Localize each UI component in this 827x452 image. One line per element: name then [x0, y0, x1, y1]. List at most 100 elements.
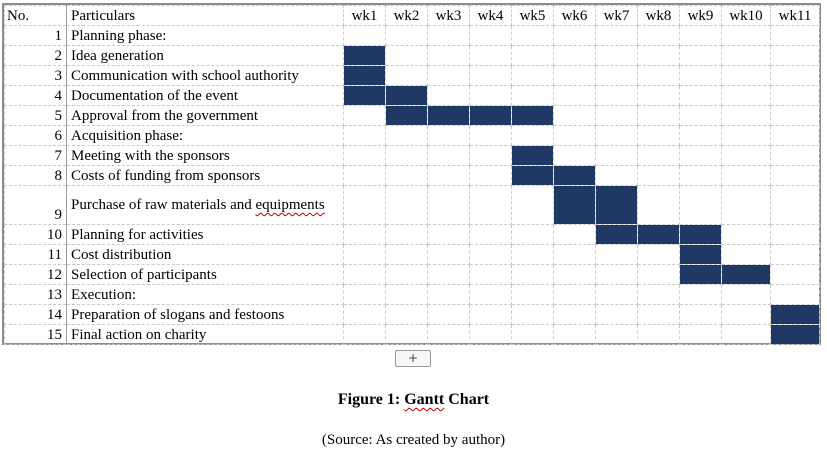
week-cell[interactable] [385, 324, 428, 345]
row-number[interactable]: 15 [4, 324, 67, 345]
week-cell[interactable] [679, 25, 722, 46]
gantt-bar-cell[interactable] [595, 224, 638, 245]
week-cell[interactable] [469, 224, 512, 245]
header-week[interactable]: wk11 [770, 5, 820, 26]
week-cell[interactable] [770, 224, 820, 245]
week-cell[interactable] [770, 264, 820, 285]
week-cell[interactable] [679, 105, 722, 126]
week-cell[interactable] [637, 85, 680, 106]
week-cell[interactable] [343, 284, 386, 305]
task-name[interactable]: Execution: [66, 284, 344, 305]
week-cell[interactable] [427, 185, 470, 225]
week-cell[interactable] [679, 324, 722, 345]
week-cell[interactable] [511, 284, 554, 305]
week-cell[interactable] [637, 244, 680, 265]
week-cell[interactable] [770, 244, 820, 265]
gantt-bar-cell[interactable] [469, 105, 512, 126]
week-cell[interactable] [385, 25, 428, 46]
gantt-bar-cell[interactable] [385, 85, 428, 106]
week-cell[interactable] [427, 304, 470, 325]
header-particulars[interactable]: Particulars [66, 5, 344, 26]
week-cell[interactable] [770, 105, 820, 126]
week-cell[interactable] [469, 145, 512, 166]
week-cell[interactable] [770, 125, 820, 146]
week-cell[interactable] [721, 125, 771, 146]
row-number[interactable]: 11 [4, 244, 67, 265]
week-cell[interactable] [679, 185, 722, 225]
week-cell[interactable] [637, 125, 680, 146]
week-cell[interactable] [469, 324, 512, 345]
week-cell[interactable] [595, 25, 638, 46]
week-cell[interactable] [770, 45, 820, 66]
gantt-bar-cell[interactable] [427, 105, 470, 126]
week-cell[interactable] [595, 85, 638, 106]
gantt-bar-cell[interactable] [511, 145, 554, 166]
week-cell[interactable] [595, 284, 638, 305]
week-cell[interactable] [637, 65, 680, 86]
week-cell[interactable] [469, 165, 512, 186]
week-cell[interactable] [511, 264, 554, 285]
week-cell[interactable] [343, 185, 386, 225]
week-cell[interactable] [427, 165, 470, 186]
week-cell[interactable] [595, 45, 638, 66]
gantt-bar-cell[interactable] [679, 224, 722, 245]
week-cell[interactable] [637, 25, 680, 46]
week-cell[interactable] [679, 284, 722, 305]
week-cell[interactable] [595, 244, 638, 265]
header-week[interactable]: wk3 [427, 5, 470, 26]
week-cell[interactable] [427, 85, 470, 106]
week-cell[interactable] [721, 185, 771, 225]
header-week[interactable]: wk4 [469, 5, 512, 26]
add-sheet-button[interactable]: + [395, 350, 431, 367]
task-name[interactable]: Approval from the government [66, 105, 344, 126]
week-cell[interactable] [469, 244, 512, 265]
task-name[interactable]: Purchase of raw materials and equipments [66, 185, 344, 225]
week-cell[interactable] [595, 304, 638, 325]
week-cell[interactable] [427, 264, 470, 285]
task-name[interactable]: Cost distribution [66, 244, 344, 265]
week-cell[interactable] [553, 65, 596, 86]
week-cell[interactable] [427, 25, 470, 46]
gantt-bar-cell[interactable] [637, 224, 680, 245]
task-name[interactable]: Selection of participants [66, 264, 344, 285]
week-cell[interactable] [553, 125, 596, 146]
week-cell[interactable] [721, 304, 771, 325]
week-cell[interactable] [385, 145, 428, 166]
task-name[interactable]: Planning for activities [66, 224, 344, 245]
week-cell[interactable] [343, 25, 386, 46]
week-cell[interactable] [385, 264, 428, 285]
week-cell[interactable] [637, 185, 680, 225]
task-name[interactable]: Meeting with the sponsors [66, 145, 344, 166]
header-week[interactable]: wk10 [721, 5, 771, 26]
week-cell[interactable] [679, 45, 722, 66]
week-cell[interactable] [721, 284, 771, 305]
week-cell[interactable] [595, 264, 638, 285]
gantt-bar-cell[interactable] [553, 165, 596, 186]
week-cell[interactable] [427, 125, 470, 146]
week-cell[interactable] [679, 65, 722, 86]
week-cell[interactable] [385, 125, 428, 146]
week-cell[interactable] [343, 125, 386, 146]
task-name[interactable]: Costs of funding from sponsors [66, 165, 344, 186]
header-week[interactable]: wk6 [553, 5, 596, 26]
week-cell[interactable] [343, 264, 386, 285]
week-cell[interactable] [385, 224, 428, 245]
week-cell[interactable] [595, 125, 638, 146]
week-cell[interactable] [427, 145, 470, 166]
week-cell[interactable] [679, 304, 722, 325]
week-cell[interactable] [385, 45, 428, 66]
week-cell[interactable] [343, 105, 386, 126]
gantt-bar-cell[interactable] [770, 324, 820, 345]
week-cell[interactable] [343, 145, 386, 166]
gantt-bar-cell[interactable] [553, 185, 596, 225]
week-cell[interactable] [385, 65, 428, 86]
week-cell[interactable] [595, 324, 638, 345]
task-name[interactable]: Preparation of slogans and festoons [66, 304, 344, 325]
week-cell[interactable] [595, 165, 638, 186]
row-number[interactable]: 2 [4, 45, 67, 66]
task-name[interactable]: Documentation of the event [66, 85, 344, 106]
week-cell[interactable] [427, 244, 470, 265]
week-cell[interactable] [385, 304, 428, 325]
week-cell[interactable] [770, 165, 820, 186]
row-number[interactable]: 9 [4, 185, 67, 225]
